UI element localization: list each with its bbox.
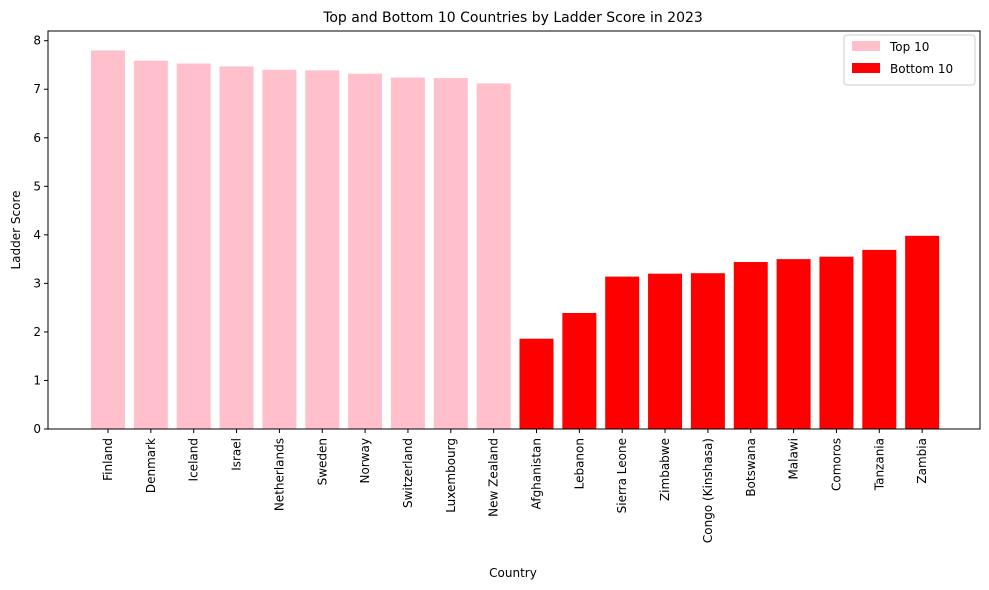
y-tick-label: 5 — [33, 179, 41, 193]
x-tick-label: Israel — [230, 438, 244, 471]
y-tick-label: 3 — [33, 276, 41, 290]
bar-israel — [219, 66, 254, 430]
y-axis-label: Ladder Score — [9, 190, 23, 269]
x-tick-label: Malawi — [787, 438, 801, 480]
bar-sierra-leone — [605, 276, 640, 429]
x-tick-label: Finland — [101, 438, 115, 481]
bar-luxembourg — [433, 78, 468, 429]
bar-denmark — [133, 60, 168, 430]
legend: Top 10 Bottom 10 — [843, 34, 976, 86]
bar-switzerland — [390, 77, 425, 429]
bar-sweden — [305, 70, 340, 429]
legend-swatch-bottom-10 — [852, 63, 880, 73]
legend-label: Top 10 — [889, 40, 929, 54]
y-tick-label: 2 — [33, 325, 41, 339]
plot-frame — [47, 30, 981, 430]
bar-iceland — [176, 63, 211, 430]
bar-congo-kinshasa — [690, 273, 725, 429]
bar-tanzania — [862, 249, 897, 429]
x-tick-label: Luxembourg — [444, 438, 458, 513]
x-tick-label: Botswana — [744, 438, 758, 497]
x-tick-label: Switzerland — [401, 438, 415, 508]
bar-lebanon — [562, 313, 597, 429]
x-tick-label: Sierra Leone — [615, 438, 629, 513]
x-tick-label: New Zealand — [487, 438, 501, 517]
legend-label: Bottom 10 — [890, 62, 953, 76]
x-tick-label: Comoros — [829, 438, 843, 491]
bar-finland — [91, 50, 125, 429]
x-tick-label: Afghanistan — [530, 438, 544, 509]
x-axis: Finland Denmark Iceland Israel Netherlands Sw… — [101, 429, 929, 543]
y-tick-label: 4 — [33, 228, 41, 242]
legend-swatch-top-10 — [852, 41, 880, 51]
x-tick-label: Sweden — [315, 438, 329, 485]
bar-afghanistan — [519, 338, 554, 429]
bar-norway — [348, 73, 383, 430]
bar-botswana — [733, 262, 768, 429]
chart-title: Top and Bottom 10 Countries by Ladder Sc… — [322, 10, 703, 26]
bar-comoros — [819, 256, 854, 429]
x-tick-label: Tanzania — [872, 438, 886, 491]
y-axis: 0 1 2 3 4 5 6 7 8 — [33, 34, 48, 436]
bar-netherlands — [262, 69, 297, 429]
x-tick-label: Iceland — [187, 438, 201, 481]
x-tick-label: Lebanon — [572, 438, 586, 489]
x-axis-label: Country — [489, 566, 537, 580]
x-tick-label: Zambia — [915, 438, 929, 484]
bars-group — [91, 50, 940, 430]
x-tick-label: Zimbabwe — [658, 438, 672, 501]
x-tick-label: Norway — [358, 438, 372, 484]
y-tick-label: 1 — [33, 373, 41, 387]
y-tick-label: 0 — [33, 422, 41, 436]
bar-zambia — [905, 235, 940, 429]
y-tick-label: 8 — [33, 34, 41, 48]
y-tick-label: 6 — [33, 131, 41, 145]
x-tick-label: Denmark — [144, 438, 158, 493]
x-tick-label: Congo (Kinshasa) — [701, 438, 715, 543]
bar-zimbabwe — [648, 273, 683, 429]
bar-malawi — [776, 259, 811, 429]
bar-new-zealand — [476, 83, 511, 430]
x-tick-label: Netherlands — [272, 438, 286, 511]
y-tick-label: 7 — [33, 82, 41, 96]
